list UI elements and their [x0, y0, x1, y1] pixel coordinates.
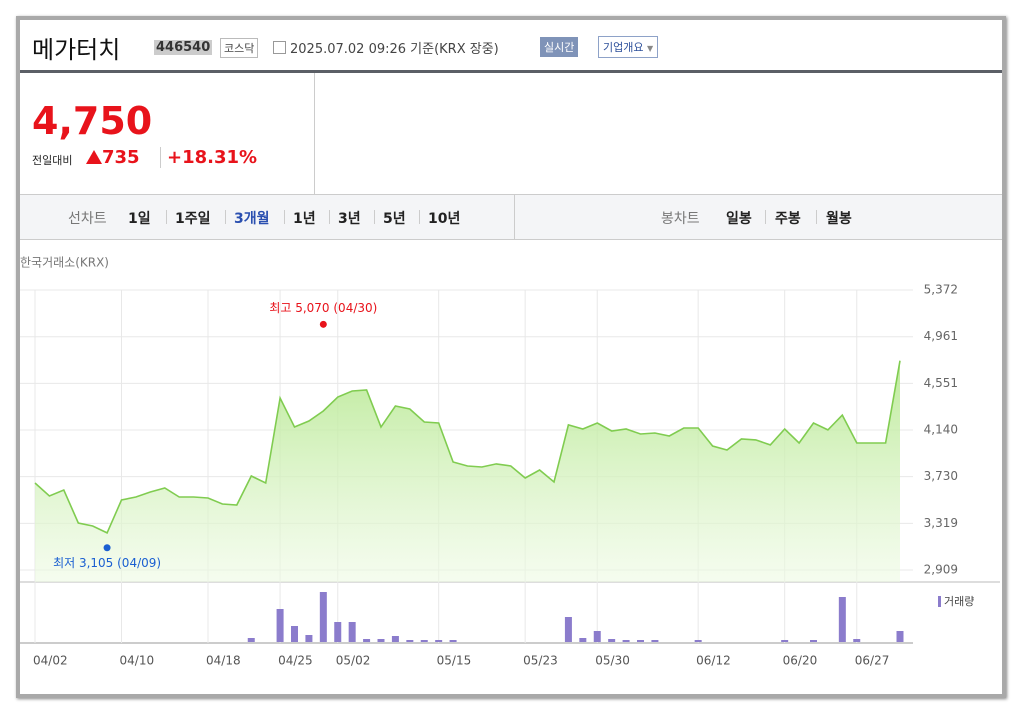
tab-separator: [419, 210, 420, 224]
volume-bar: [622, 640, 630, 642]
source-label: 한국거래소(KRX): [20, 256, 109, 270]
quote-date: 2025.07.02 09:26 기준(KRX 장중): [290, 42, 499, 57]
volume-bar: [838, 597, 846, 642]
dropdown-arrow: ▼: [646, 44, 654, 53]
volume-bar: [608, 639, 616, 642]
extreme-label: 최고 5,070 (04/30): [269, 301, 377, 315]
x-tick-label: 05/15: [437, 654, 472, 668]
header-rule: [20, 70, 1002, 73]
y-tick-label: 5,372: [924, 283, 958, 297]
x-tick-label: 04/18: [206, 654, 241, 668]
tab-separator: [329, 210, 330, 224]
volume-bar: [247, 638, 255, 642]
volume-bar: [319, 592, 327, 642]
period-tab[interactable]: 1년: [293, 211, 316, 227]
price: 4,750: [32, 99, 153, 143]
volume-bar: [579, 638, 587, 642]
price-box: 4,750 전일대비 735 +18.31%: [20, 73, 315, 195]
volume-bar: [449, 640, 457, 642]
price-area: [35, 360, 900, 582]
stock-name: 메가터치: [32, 36, 121, 64]
change-pct: +18.31%: [160, 147, 257, 168]
x-tick-label: 05/02: [336, 654, 371, 668]
company-dropdown[interactable]: 기업개요 ▼: [598, 36, 659, 58]
tab-divider: [514, 195, 515, 239]
extreme-dot: [319, 320, 327, 328]
x-tick-label: 06/20: [783, 654, 818, 668]
live-button[interactable]: 실시간: [540, 37, 579, 57]
volume-bar: [348, 622, 356, 642]
tab-separator: [374, 210, 375, 224]
up-triangle: [86, 150, 102, 164]
volume-bar: [810, 640, 817, 642]
period-tab[interactable]: 5년: [383, 211, 406, 227]
period-tab[interactable]: 3년: [338, 211, 361, 227]
volume-bar: [651, 640, 659, 642]
x-tick-label: 05/23: [523, 654, 558, 668]
change: 735: [102, 147, 140, 168]
tab-separator: [765, 210, 766, 224]
tab-bar: 선차트 1일 1주일 3개월 1년 3년 5년 10년 봉차트 일봉 주봉 월봉: [20, 195, 1002, 240]
stock-code: 446540: [154, 40, 213, 55]
y-tick-label: 4,551: [924, 376, 958, 390]
candle-chart-label: 봉차트: [661, 211, 700, 227]
x-tick-label: 04/10: [120, 654, 155, 668]
volume-bar: [276, 609, 284, 642]
calendar-icon: [273, 41, 286, 54]
y-tick-label: 4,961: [924, 329, 958, 343]
volume-bar: [406, 640, 414, 642]
volume-bar: [391, 636, 399, 642]
candle-tab[interactable]: 월봉: [826, 211, 852, 227]
tab-separator: [166, 210, 167, 224]
volume-legend: 거래량: [944, 595, 974, 608]
period-tab[interactable]: 1일: [128, 211, 151, 227]
volume-bar: [363, 639, 371, 642]
line-chart-label: 선차트: [68, 211, 107, 227]
company-label: 기업개요: [603, 41, 644, 54]
chart: 한국거래소(KRX) 5,372 4,961 4,551 4,140 3,730 3,31…: [20, 256, 1000, 668]
x-tick-label: 04/02: [33, 654, 68, 668]
stock-widget: 메가터치 446540 코스닥 2025.07.02 09:26 기준(KRX …: [16, 16, 1006, 698]
change-label: 전일대비: [32, 154, 73, 167]
volume-bar: [593, 631, 601, 642]
candle-tab[interactable]: 일봉: [726, 211, 752, 227]
volume-bar: [694, 640, 702, 642]
period-tab[interactable]: 10년: [428, 211, 461, 227]
volume-bar: [637, 640, 644, 642]
tab-separator: [225, 210, 226, 224]
y-tick-label: 2,909: [924, 563, 958, 577]
tab-separator: [816, 210, 817, 224]
x-tick-label: 06/27: [855, 654, 890, 668]
period-tab[interactable]: 3개월: [234, 211, 270, 227]
volume-bar: [564, 617, 572, 642]
volume-bar: [781, 640, 789, 642]
volume-bar: [896, 631, 904, 642]
volume-bar: [853, 639, 861, 642]
volume-bar: [305, 635, 313, 642]
info-box: [315, 73, 1002, 195]
extreme-dot: [103, 544, 111, 552]
x-tick-label: 06/12: [696, 654, 731, 668]
y-tick-label: 3,730: [924, 469, 958, 483]
market-badge: 코스닥: [220, 38, 259, 58]
x-tick-label: 04/25: [278, 654, 313, 668]
volume-bar: [435, 640, 443, 642]
candle-tab[interactable]: 주봉: [775, 211, 801, 227]
price-line: [34, 360, 901, 534]
y-tick-label: 3,319: [924, 516, 958, 530]
extreme-label: 최저 3,105 (04/09): [53, 556, 161, 570]
volume-bar: [291, 626, 298, 642]
period-tab[interactable]: 1주일: [175, 211, 211, 227]
y-tick-label: 4,140: [924, 423, 958, 437]
volume-bar: [377, 639, 385, 642]
x-tick-label: 05/30: [595, 654, 630, 668]
volume-legend-swatch: [938, 596, 941, 607]
volume-bar: [334, 622, 342, 642]
volume-bar: [420, 640, 428, 642]
tab-separator: [284, 210, 285, 224]
